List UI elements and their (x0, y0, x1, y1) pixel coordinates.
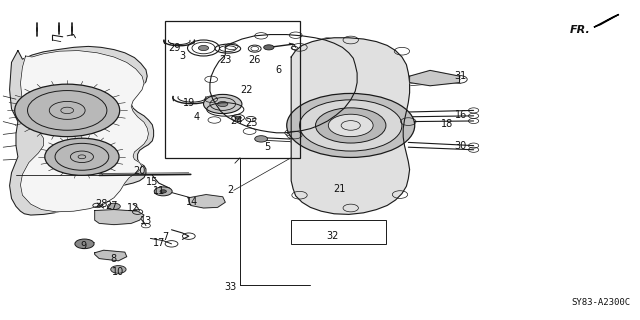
Circle shape (111, 266, 126, 273)
Circle shape (160, 190, 166, 193)
Text: 29: 29 (168, 43, 180, 53)
Text: 5: 5 (264, 141, 271, 152)
Polygon shape (410, 70, 460, 86)
Circle shape (154, 187, 172, 196)
Text: 12: 12 (127, 203, 140, 213)
Circle shape (75, 239, 94, 249)
Polygon shape (10, 46, 154, 215)
Text: 33: 33 (224, 282, 237, 292)
Circle shape (264, 45, 274, 50)
Circle shape (235, 116, 241, 119)
Text: 26: 26 (248, 55, 261, 65)
Circle shape (316, 108, 386, 143)
Circle shape (198, 45, 209, 51)
Text: 24: 24 (230, 116, 243, 126)
Text: 6: 6 (275, 65, 282, 76)
Polygon shape (594, 14, 619, 27)
Text: 18: 18 (440, 119, 453, 129)
Text: 19: 19 (182, 98, 195, 108)
Polygon shape (189, 195, 225, 208)
Text: 14: 14 (186, 196, 198, 207)
Text: 25: 25 (245, 118, 258, 128)
Bar (165, 21, 300, 158)
Text: 27: 27 (106, 201, 118, 212)
Circle shape (287, 93, 415, 157)
Polygon shape (291, 38, 410, 214)
Text: 16: 16 (454, 109, 467, 120)
Text: 28: 28 (95, 199, 108, 209)
Text: 22: 22 (240, 85, 253, 95)
Text: 11: 11 (152, 186, 165, 196)
Circle shape (45, 138, 119, 175)
Text: 20: 20 (133, 166, 146, 176)
Text: FR.: FR. (570, 25, 590, 36)
Text: 10: 10 (112, 267, 125, 277)
Text: 30: 30 (454, 140, 467, 151)
Text: 4: 4 (194, 112, 200, 122)
Text: 31: 31 (454, 71, 467, 81)
Circle shape (218, 101, 228, 107)
Text: 23: 23 (219, 55, 232, 65)
Circle shape (300, 100, 402, 151)
Text: 32: 32 (326, 231, 339, 241)
Text: SY83-A2300C: SY83-A2300C (572, 298, 630, 307)
Text: 9: 9 (80, 241, 86, 252)
Polygon shape (20, 51, 148, 212)
Text: 7: 7 (162, 232, 168, 242)
Bar (291, 220, 386, 244)
Text: 15: 15 (146, 177, 159, 188)
Circle shape (108, 203, 120, 210)
Polygon shape (95, 210, 144, 225)
Circle shape (204, 94, 242, 114)
Text: 17: 17 (152, 238, 165, 248)
Circle shape (15, 84, 120, 137)
Polygon shape (95, 250, 127, 261)
Text: 8: 8 (111, 253, 117, 264)
Circle shape (328, 114, 373, 137)
Text: 21: 21 (333, 184, 346, 194)
Text: 13: 13 (140, 216, 152, 226)
Circle shape (255, 136, 268, 142)
Text: 3: 3 (179, 51, 186, 61)
Text: 2: 2 (227, 185, 234, 196)
